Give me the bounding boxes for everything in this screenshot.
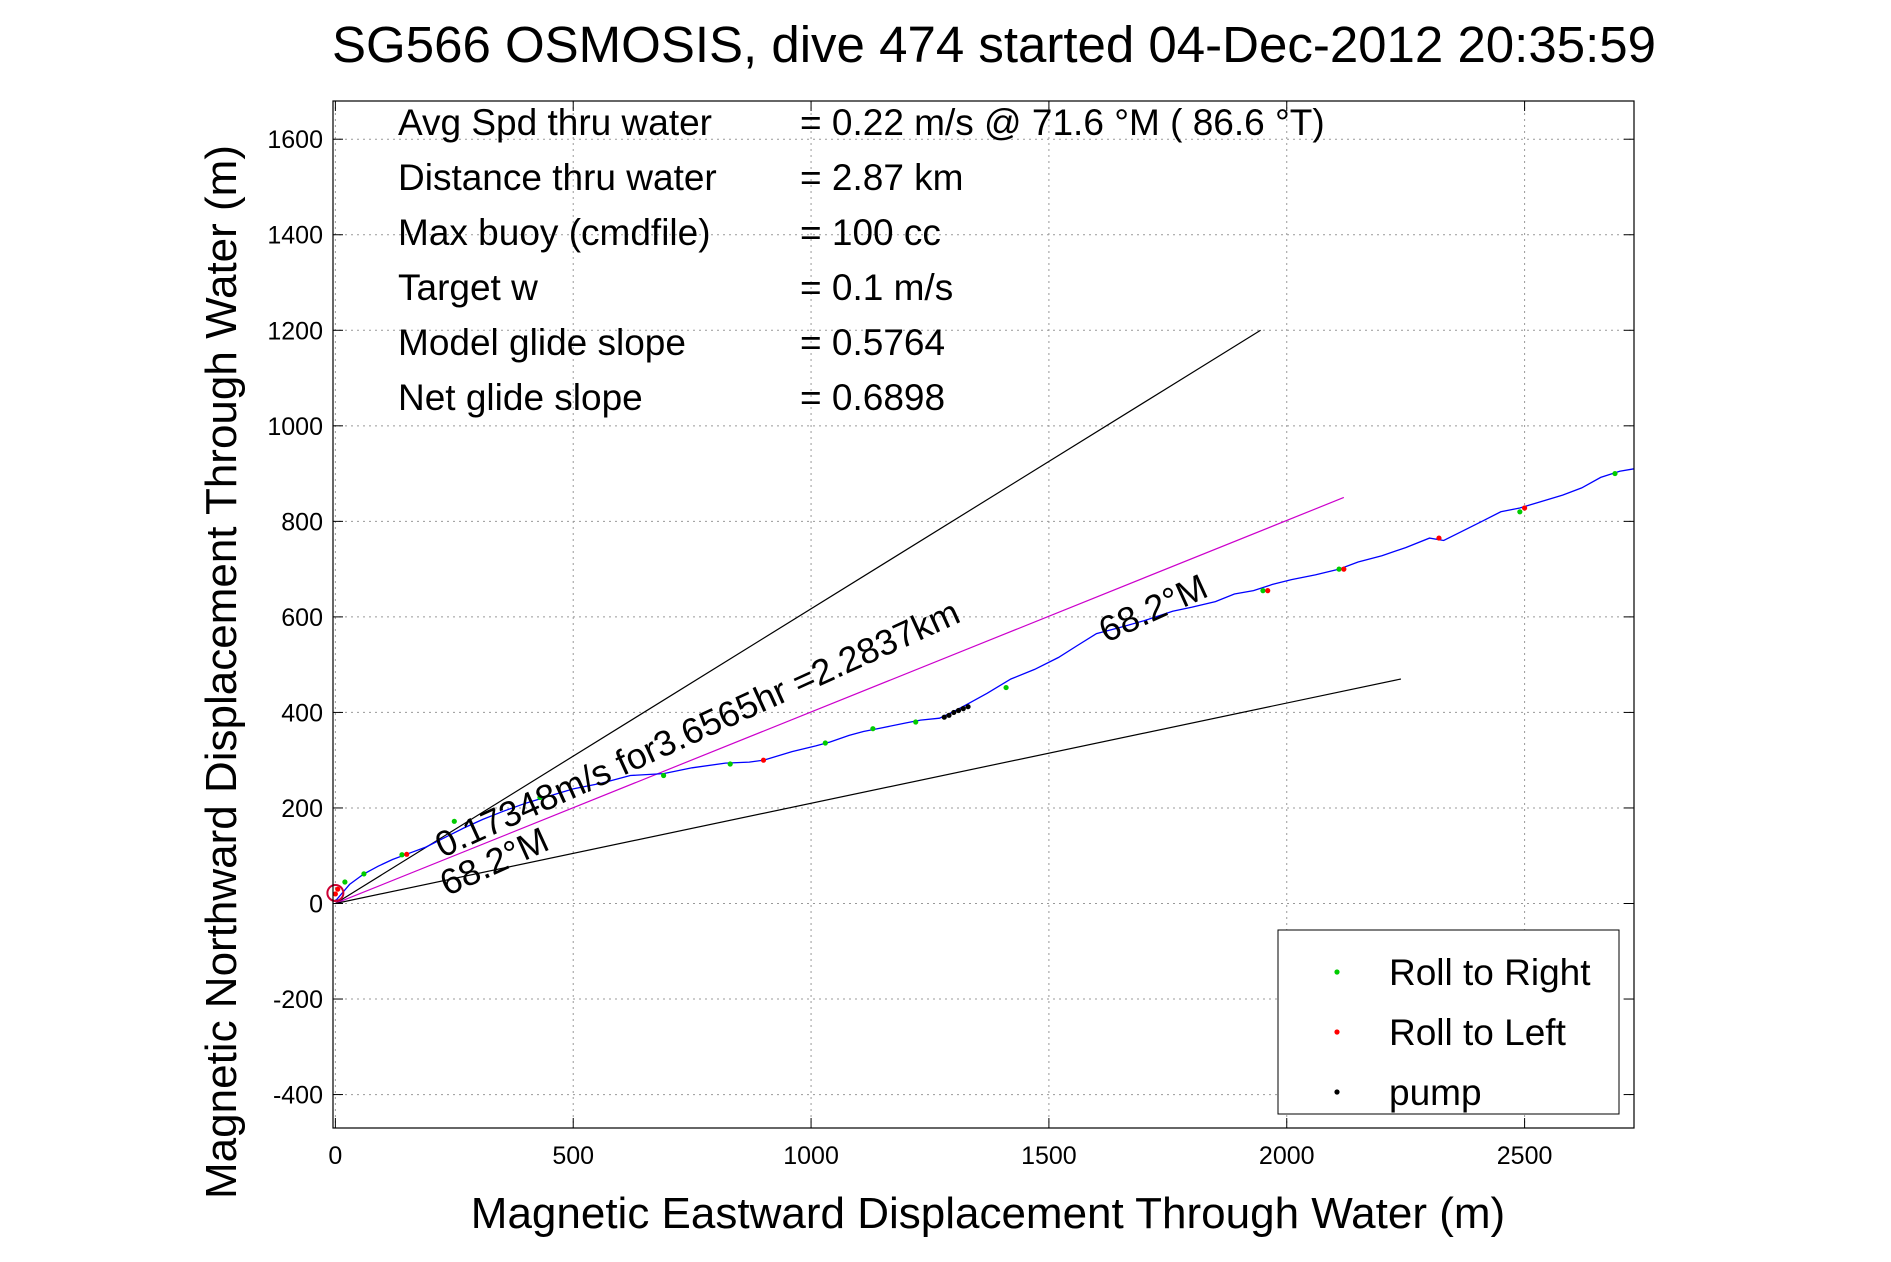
chart-title: SG566 OSMOSIS, dive 474 started 04-Dec-2… [332,16,1656,73]
stat-label: Model glide slope [398,322,686,363]
marker-roll-to-right [361,871,367,877]
y-tick-label: 1000 [267,413,323,441]
marker-roll-to-left [1436,535,1442,541]
stat-value: = 2.87 km [800,157,964,198]
marker-pump [941,714,947,720]
stats-block: Avg Spd thru water = 0.22 m/s @ 71.6 °M (… [398,102,1325,418]
marker-roll-to-right [822,740,828,746]
legend-label: Roll to Left [1389,1012,1567,1053]
y-tick-label: 1600 [267,126,323,154]
reference-line [335,496,1345,905]
y-tick-label: 1200 [267,317,323,345]
marker-roll-to-right [1612,470,1618,477]
marker-pump [955,707,962,714]
x-tick-label: 1500 [1021,1142,1077,1170]
stat-label: Avg Spd thru water [398,102,712,143]
y-tick-label: 200 [281,795,323,823]
legend-label: Roll to Right [1389,952,1591,993]
y-tick-label: -400 [273,1082,323,1110]
plot-frame [332,100,1635,1129]
marker-roll-to-right [1003,684,1009,691]
stat-value: = 100 cc [800,212,941,253]
marker-pump [960,706,966,712]
marker-roll-to-right [913,719,919,725]
marker-roll-to-left [1521,505,1528,511]
axis-ticks: 0 500 1000 1500 2000 2500 -400 -200 0 200 400 600 80… [267,101,1634,1170]
marker-pump [946,712,952,718]
stat-value: = 0.1 m/s [800,267,953,308]
y-tick-label: 600 [281,604,323,632]
marker-pump [951,709,957,716]
x-axis-label: Magnetic Eastward Displacement Through W… [471,1189,1505,1238]
x-tick-label: 0 [328,1142,342,1170]
marker-roll-to-right [399,852,405,858]
marker-pump [965,704,971,710]
legend-box [1277,929,1620,1115]
x-tick-label: 2500 [1497,1142,1553,1170]
marker-roll-to-right [1517,509,1523,515]
legend-label: pump [1389,1072,1482,1113]
x-tick-label: 2000 [1259,1142,1315,1170]
legend-marker [1334,969,1340,975]
y-tick-label: -200 [273,986,323,1014]
marker-roll-to-left [1341,566,1347,572]
y-tick-label: 400 [281,699,323,727]
series-line-track [334,468,1635,902]
marker-roll-to-right [537,794,543,801]
marker-roll-to-left [760,757,767,763]
marker-roll-to-right [1336,566,1342,572]
legend: Roll to Right Roll to Left pump [1277,929,1620,1115]
marker-roll-to-right [342,879,348,885]
marker-roll-to-left [332,891,338,897]
x-tick-label: 1000 [783,1142,839,1170]
series [326,468,1635,902]
marker-roll-to-right [870,726,876,732]
reference-line [335,678,1402,905]
marker-roll-to-right [727,761,733,767]
x-tick-label: 500 [552,1142,594,1170]
marker-roll-to-left [335,886,341,892]
stat-label: Distance thru water [398,157,717,198]
marker-roll-to-right [1260,588,1266,594]
y-tick-label: 800 [281,508,323,536]
legend-marker [1334,1029,1340,1035]
stat-value: = 0.5764 [800,322,945,363]
stat-label: Target w [398,267,538,308]
marker-roll-to-right [661,772,667,779]
reference-line [335,329,1261,905]
marker-roll-to-right [451,818,457,824]
y-tick-label: 0 [309,890,323,918]
y-tick-label: 1400 [267,222,323,250]
stat-label: Max buoy (cmdfile) [398,212,711,253]
marker-roll-to-left [1265,588,1271,594]
y-axis-label: Magnetic Northward Displacement Through … [197,145,246,1199]
stat-value: = 0.6898 [800,377,945,418]
legend-marker [1334,1089,1340,1095]
stat-label: Net glide slope [398,377,643,418]
reference-lines [335,329,1402,905]
grid [333,101,1634,1128]
marker-roll-to-left [404,851,410,857]
start-marker [326,883,345,902]
stat-value: = 0.22 m/s @ 71.6 °M ( 86.6 °T) [800,102,1325,143]
